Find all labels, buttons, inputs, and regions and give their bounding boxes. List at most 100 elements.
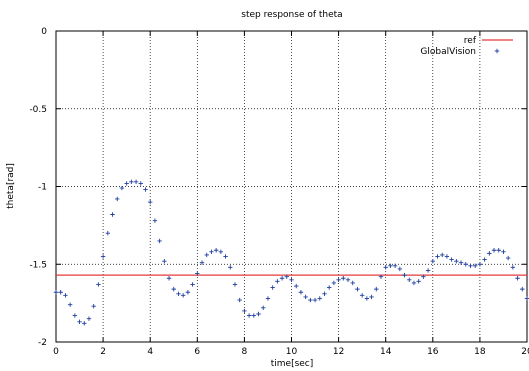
y-tick-label: -2 <box>38 338 47 348</box>
data-point <box>153 219 157 223</box>
chart-title: step response of theta <box>241 10 342 20</box>
data-point <box>186 290 190 294</box>
data-point <box>233 282 237 286</box>
data-point <box>299 290 303 294</box>
data-point <box>275 279 279 283</box>
data-point <box>303 295 307 299</box>
data-point <box>431 259 435 263</box>
x-tick-label: 18 <box>474 347 486 357</box>
data-point <box>360 293 364 297</box>
data-point <box>214 248 218 252</box>
data-point <box>59 290 63 294</box>
data-point <box>139 181 143 185</box>
data-point <box>322 292 326 296</box>
data-point <box>106 231 110 235</box>
data-point <box>247 313 251 317</box>
series-layer <box>54 180 529 326</box>
data-point <box>318 296 322 300</box>
data-point <box>327 285 331 289</box>
data-point <box>492 248 496 252</box>
data-point <box>82 321 86 325</box>
data-point <box>393 264 397 268</box>
data-point <box>77 320 81 324</box>
legend-label: GlobalVision <box>420 47 476 57</box>
data-point <box>252 313 256 317</box>
data-point <box>110 212 114 216</box>
data-point <box>501 250 505 254</box>
data-point <box>525 296 529 300</box>
x-tick-label: 14 <box>380 347 392 357</box>
data-point <box>369 295 373 299</box>
data-point <box>464 262 468 266</box>
data-point <box>63 293 67 297</box>
data-point <box>157 239 161 243</box>
data-point <box>402 273 406 277</box>
data-point <box>313 298 317 302</box>
y-tick-label: -1.5 <box>29 260 47 270</box>
data-point <box>497 248 501 252</box>
data-point <box>237 298 241 302</box>
data-point <box>294 284 298 288</box>
data-point <box>54 290 58 294</box>
data-point <box>478 262 482 266</box>
y-tick-label: 0 <box>41 27 47 37</box>
data-point <box>454 259 458 263</box>
y-tick-label: -1 <box>38 183 47 193</box>
data-point <box>120 186 124 190</box>
series-GlobalVision <box>54 180 529 326</box>
data-point <box>91 304 95 308</box>
data-point <box>124 181 128 185</box>
data-point <box>308 298 312 302</box>
data-point <box>87 316 91 320</box>
data-point <box>416 279 420 283</box>
x-axis-title: time[sec] <box>271 359 314 369</box>
data-point <box>520 287 524 291</box>
data-point <box>445 254 449 258</box>
data-point <box>129 180 133 184</box>
axis-ticks: 0 2 4 6 8 10 12 14 16 18 20 0 -0.5 -1 -1.5 -2 <box>29 27 529 357</box>
data-point <box>482 257 486 261</box>
x-tick-label: 8 <box>242 347 248 357</box>
x-tick-label: 4 <box>147 347 153 357</box>
data-point <box>115 197 119 201</box>
data-point <box>190 282 194 286</box>
data-point <box>506 256 510 260</box>
data-point <box>73 313 77 317</box>
data-point <box>68 302 72 306</box>
data-point <box>289 278 293 282</box>
data-point <box>351 281 355 285</box>
data-point <box>261 306 265 310</box>
x-tick-label: 10 <box>286 347 298 357</box>
data-point <box>435 254 439 258</box>
data-point <box>374 287 378 291</box>
data-point <box>134 180 138 184</box>
y-axis-title: theta[rad] <box>6 163 16 209</box>
data-point <box>270 285 274 289</box>
data-point <box>162 259 166 263</box>
x-tick-label: 2 <box>100 347 106 357</box>
data-point <box>143 187 147 191</box>
x-tick-label: 12 <box>333 347 344 357</box>
data-point <box>459 260 463 264</box>
data-point <box>449 257 453 261</box>
data-point <box>101 254 105 258</box>
data-point <box>223 254 227 258</box>
x-tick-label: 16 <box>427 347 439 357</box>
data-point <box>167 276 171 280</box>
data-point <box>205 253 209 257</box>
data-point <box>96 282 100 286</box>
data-point <box>468 264 472 268</box>
data-point <box>365 296 369 300</box>
data-point <box>384 265 388 269</box>
data-point <box>511 265 515 269</box>
data-point <box>266 296 270 300</box>
data-point <box>181 293 185 297</box>
data-point <box>148 200 152 204</box>
data-point <box>412 281 416 285</box>
data-point <box>219 250 223 254</box>
data-point <box>332 281 336 285</box>
data-point <box>242 309 246 313</box>
data-point <box>398 267 402 271</box>
